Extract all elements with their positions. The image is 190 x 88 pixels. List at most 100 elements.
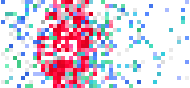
Bar: [141, 4, 145, 8]
Bar: [73, 48, 77, 52]
Bar: [37, 12, 41, 16]
Bar: [137, 24, 141, 28]
Bar: [137, 84, 141, 88]
Bar: [5, 72, 9, 76]
Bar: [93, 32, 97, 36]
Bar: [81, 28, 85, 32]
Bar: [101, 36, 105, 40]
Bar: [93, 84, 97, 88]
Bar: [145, 20, 149, 24]
Bar: [153, 36, 157, 40]
Bar: [49, 28, 53, 32]
Bar: [21, 60, 25, 64]
Bar: [81, 24, 85, 28]
Bar: [105, 72, 109, 76]
Bar: [73, 68, 77, 72]
Bar: [105, 52, 109, 56]
Bar: [57, 16, 61, 20]
Bar: [57, 36, 61, 40]
Bar: [1, 16, 5, 20]
Bar: [105, 12, 109, 16]
Bar: [105, 24, 109, 28]
Bar: [165, 84, 169, 88]
Bar: [89, 40, 93, 44]
Bar: [89, 4, 93, 8]
Bar: [25, 8, 29, 12]
Bar: [45, 76, 49, 80]
Bar: [49, 20, 53, 24]
Bar: [89, 8, 93, 12]
Bar: [113, 52, 117, 56]
Bar: [13, 12, 17, 16]
Bar: [133, 60, 137, 64]
Bar: [77, 44, 81, 48]
Bar: [97, 12, 101, 16]
Bar: [81, 48, 85, 52]
Bar: [153, 84, 157, 88]
Bar: [81, 20, 85, 24]
Bar: [9, 52, 13, 56]
Bar: [41, 24, 45, 28]
Bar: [125, 20, 129, 24]
Bar: [25, 40, 29, 44]
Bar: [57, 24, 61, 28]
Bar: [97, 72, 101, 76]
Bar: [85, 16, 89, 20]
Bar: [153, 76, 157, 80]
Bar: [133, 32, 137, 36]
Bar: [137, 72, 141, 76]
Bar: [9, 84, 13, 88]
Bar: [41, 8, 45, 12]
Bar: [165, 40, 169, 44]
Bar: [129, 12, 133, 16]
Bar: [9, 12, 13, 16]
Bar: [25, 84, 29, 88]
Bar: [89, 60, 93, 64]
Bar: [125, 48, 129, 52]
Bar: [153, 68, 157, 72]
Bar: [37, 0, 41, 4]
Bar: [145, 32, 149, 36]
Bar: [165, 36, 169, 40]
Bar: [113, 44, 117, 48]
Bar: [1, 60, 5, 64]
Bar: [153, 20, 157, 24]
Bar: [45, 56, 49, 60]
Bar: [13, 0, 17, 4]
Bar: [37, 84, 41, 88]
Bar: [105, 28, 109, 32]
Bar: [37, 4, 41, 8]
Bar: [85, 68, 89, 72]
Bar: [69, 4, 73, 8]
Bar: [73, 8, 77, 12]
Bar: [77, 20, 81, 24]
Bar: [89, 0, 93, 4]
Bar: [149, 4, 153, 8]
Bar: [21, 76, 25, 80]
Bar: [37, 40, 41, 44]
Bar: [5, 36, 9, 40]
Bar: [81, 0, 85, 4]
Bar: [77, 80, 81, 84]
Bar: [81, 4, 85, 8]
Bar: [177, 0, 181, 4]
Bar: [37, 20, 41, 24]
Bar: [21, 20, 25, 24]
Bar: [1, 4, 5, 8]
Bar: [41, 84, 45, 88]
Bar: [145, 4, 149, 8]
Bar: [185, 20, 189, 24]
Bar: [137, 48, 141, 52]
Bar: [137, 12, 141, 16]
Bar: [73, 24, 77, 28]
Bar: [29, 76, 33, 80]
Bar: [1, 76, 5, 80]
Bar: [53, 68, 57, 72]
Bar: [49, 68, 53, 72]
Bar: [65, 76, 69, 80]
Bar: [9, 56, 13, 60]
Bar: [57, 44, 61, 48]
Bar: [121, 44, 125, 48]
Bar: [169, 64, 173, 68]
Bar: [185, 44, 189, 48]
